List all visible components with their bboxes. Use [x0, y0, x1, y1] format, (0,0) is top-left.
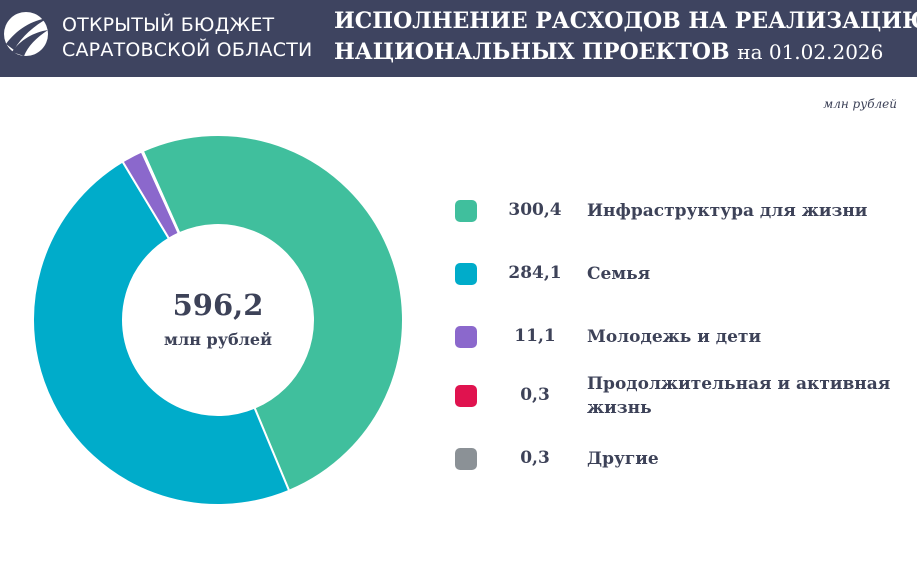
- legend-label: Инфраструктура для жизни: [587, 201, 868, 221]
- legend-label: Молодежь и дети: [587, 327, 762, 347]
- open-budget-logo-icon: [4, 12, 48, 56]
- legend-item: 284,1 Семья: [455, 252, 915, 296]
- legend-swatch: [455, 263, 477, 285]
- legend-value: 0,3: [520, 448, 550, 468]
- legend-swatch: [455, 385, 477, 407]
- donut-slice-1: [32, 160, 291, 506]
- legend-label: Другие: [587, 449, 659, 469]
- center-total-unit: млн рублей: [164, 330, 272, 349]
- page-title: ИСПОЛНЕНИЕ РАСХОДОВ НА РЕАЛИЗАЦИЮ НАЦИОН…: [334, 6, 917, 68]
- legend-label: Продолжительная и активная жизнь: [587, 374, 891, 418]
- donut-slice-0: [141, 134, 404, 493]
- legend-item: 300,4 Инфраструктура для жизни: [455, 189, 915, 233]
- logo-line-2: САРАТОВСКОЙ ОБЛАСТИ: [62, 39, 313, 61]
- legend-swatch: [455, 448, 477, 470]
- legend-value: 0,3: [520, 385, 550, 405]
- header-bar: ОТКРЫТЫЙ БЮДЖЕТ САРАТОВСКОЙ ОБЛАСТИ ИСПО…: [0, 0, 917, 77]
- title-line-2-text: НАЦИОНАЛЬНЫХ ПРОЕКТОВ: [334, 39, 730, 65]
- title-line-2: НАЦИОНАЛЬНЫХ ПРОЕКТОВ на 01.02.2026: [334, 37, 917, 68]
- legend-label: Семья: [587, 264, 651, 284]
- title-date: на 01.02.2026: [737, 40, 884, 64]
- donut-slices: [32, 134, 404, 506]
- center-total-value: 596,2: [173, 288, 264, 322]
- legend-item: 0,3 Продолжительная и активная жизнь: [455, 374, 915, 418]
- donut-slice-4: [140, 149, 181, 235]
- legend-item: 0,3 Другие: [455, 437, 915, 481]
- logo-text: ОТКРЫТЫЙ БЮДЖЕТ САРАТОВСКОЙ ОБЛАСТИ: [62, 13, 312, 63]
- legend-value: 284,1: [508, 263, 562, 283]
- chart-legend: 300,4 Инфраструктура для жизни 284,1 Семья 1…: [455, 0, 915, 573]
- title-line-1: ИСПОЛНЕНИЕ РАСХОДОВ НА РЕАЛИЗАЦИЮ: [334, 8, 917, 34]
- legend-swatch: [455, 200, 477, 222]
- legend-swatch: [455, 326, 477, 348]
- legend-value: 11,1: [514, 326, 556, 346]
- logo-line-1: ОТКРЫТЫЙ БЮДЖЕТ: [62, 14, 275, 36]
- legend-value: 300,4: [508, 200, 562, 220]
- units-note: млн рублей: [823, 97, 897, 111]
- legend-item: 11,1 Молодежь и дети: [455, 315, 915, 359]
- donut-chart: 596,2 млн рублей: [32, 134, 404, 506]
